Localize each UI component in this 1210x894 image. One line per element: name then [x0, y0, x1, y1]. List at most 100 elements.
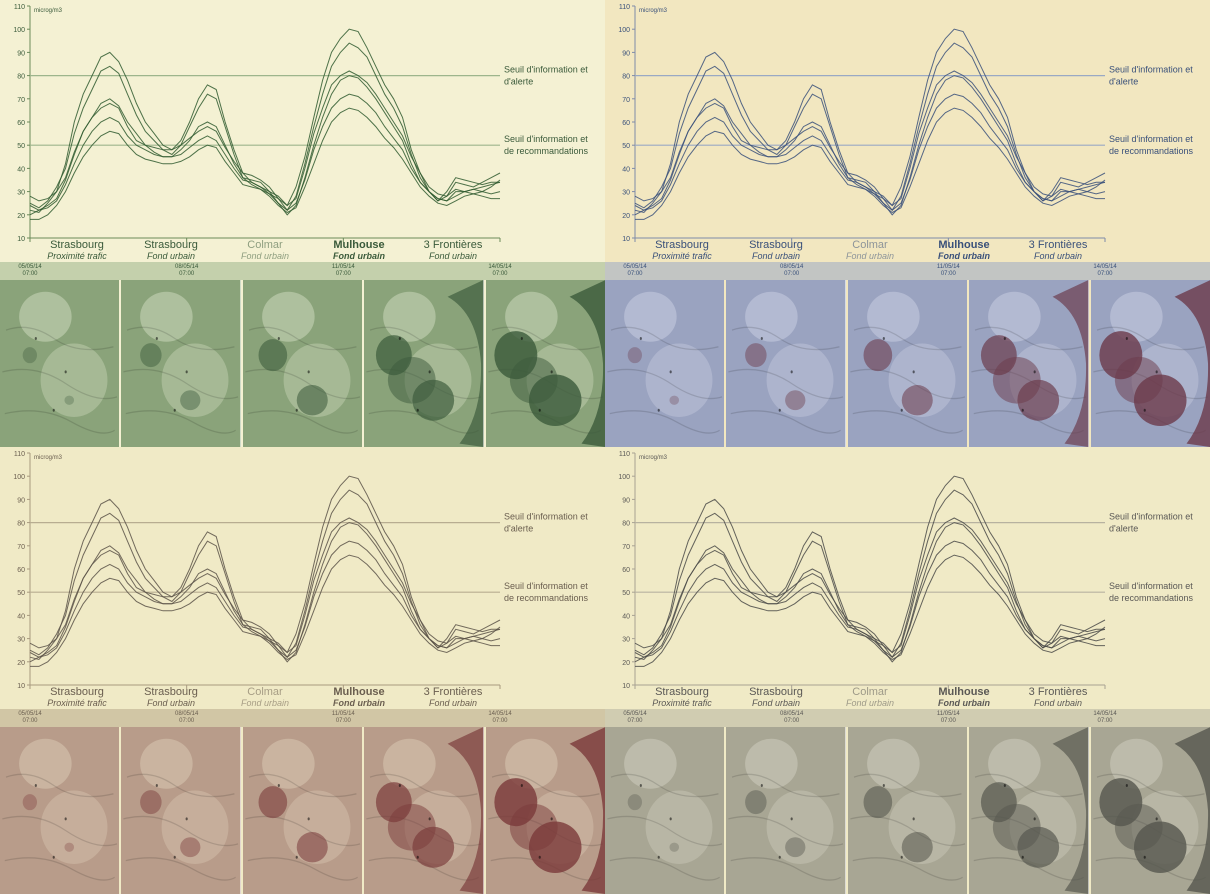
y-tick-label: 50: [622, 143, 630, 150]
map-tile: [605, 280, 726, 447]
maps-row-green: [0, 280, 605, 447]
x-tick-label-line2: 07:00: [1097, 718, 1113, 724]
unit-label: microg/m3: [34, 455, 63, 461]
station-name: 3 Frontières: [424, 686, 483, 698]
y-tick-label: 50: [622, 590, 630, 597]
y-tick-label: 100: [13, 474, 25, 481]
threshold-label: Seuil d'information et: [504, 512, 588, 522]
x-tick-label-line2: 07:00: [22, 271, 38, 277]
y-tick-label: 30: [622, 637, 630, 644]
y-tick-label: 70: [622, 544, 630, 551]
chart-panel-blue: 102030405060708090100110microg/m3Seuil d…: [605, 0, 1210, 280]
x-axis-strip: [605, 262, 1210, 280]
y-tick-label: 10: [622, 236, 630, 243]
station-name: Strasbourg: [749, 239, 803, 251]
x-axis-strip: [0, 709, 605, 727]
station-name: 3 Frontières: [1029, 239, 1088, 251]
map-tile: [243, 280, 364, 447]
chart-panel-gray: 102030405060708090100110microg/m3Seuil d…: [605, 447, 1210, 727]
chart-panel-green: 102030405060708090100110microg/m3Seuil d…: [0, 0, 605, 280]
map-tile: [1091, 280, 1210, 447]
y-tick-label: 80: [17, 74, 25, 81]
station-name: Strasbourg: [655, 686, 709, 698]
y-tick-label: 40: [622, 166, 630, 173]
y-tick-label: 40: [17, 166, 25, 173]
station-name: Strasbourg: [50, 239, 104, 251]
y-tick-label: 110: [14, 4, 25, 11]
map-tile: [364, 280, 485, 447]
x-tick-label: 14/05/14: [488, 264, 512, 270]
x-tick-label: 08/05/14: [175, 711, 199, 717]
x-tick-label: 05/05/14: [18, 711, 42, 717]
x-tick-label-line2: 07:00: [627, 718, 643, 724]
y-tick-label: 30: [17, 637, 25, 644]
y-tick-label: 20: [17, 660, 25, 667]
station-subtitle: Fond urbain: [147, 698, 195, 708]
x-tick-label: 08/05/14: [780, 264, 804, 270]
x-tick-label-line2: 07:00: [941, 718, 957, 724]
y-tick-label: 90: [17, 497, 25, 504]
station-name: Strasbourg: [50, 686, 104, 698]
station-subtitle: Fond urbain: [429, 251, 477, 261]
y-tick-label: 90: [622, 497, 630, 504]
x-tick-label-line2: 07:00: [179, 718, 195, 724]
y-tick-label: 30: [622, 190, 630, 197]
x-tick-label-line2: 07:00: [627, 271, 643, 277]
y-tick-label: 60: [622, 567, 630, 574]
x-axis-strip: [605, 709, 1210, 727]
threshold-label: Seuil d'information et: [1109, 134, 1193, 144]
threshold-label-line2: d'alerte: [1109, 77, 1138, 87]
y-tick-label: 10: [17, 236, 25, 243]
station-subtitle: Fond urbain: [429, 698, 477, 708]
x-tick-label-line2: 07:00: [784, 718, 800, 724]
station-name: Mulhouse: [333, 239, 384, 251]
y-tick-label: 110: [619, 4, 630, 11]
y-tick-label: 60: [17, 120, 25, 127]
map-tile: [1091, 727, 1210, 894]
maps-row-red: [0, 727, 605, 894]
station-subtitle: Fond urbain: [1034, 251, 1082, 261]
station-name: Strasbourg: [655, 239, 709, 251]
y-tick-label: 70: [17, 97, 25, 104]
station-name: Strasbourg: [144, 686, 198, 698]
station-name: Colmar: [247, 686, 283, 698]
maps-row-blue: [605, 280, 1210, 447]
threshold-label-line2: d'alerte: [504, 77, 533, 87]
station-subtitle: Fond urbain: [333, 698, 385, 708]
station-subtitle: Fond urbain: [938, 251, 990, 261]
threshold-label-line2: de recommandations: [504, 146, 589, 156]
station-subtitle: Proximité trafic: [652, 698, 712, 708]
y-tick-label: 70: [17, 544, 25, 551]
station-name: Strasbourg: [144, 239, 198, 251]
station-subtitle: Fond urbain: [938, 698, 990, 708]
x-tick-label-line2: 07:00: [492, 271, 508, 277]
x-tick-label: 14/05/14: [488, 711, 512, 717]
y-tick-label: 100: [13, 27, 25, 34]
x-tick-label-line2: 07:00: [1097, 271, 1113, 277]
map-tile: [121, 727, 242, 894]
x-tick-label-line2: 07:00: [784, 271, 800, 277]
y-tick-label: 20: [622, 213, 630, 220]
y-tick-label: 10: [17, 683, 25, 690]
station-subtitle: Proximité trafic: [47, 698, 107, 708]
x-tick-label: 08/05/14: [780, 711, 804, 717]
station-name: Colmar: [247, 239, 283, 251]
station-name: Strasbourg: [749, 686, 803, 698]
y-tick-label: 80: [17, 521, 25, 528]
station-subtitle: Fond urbain: [241, 251, 289, 261]
x-tick-label: 05/05/14: [18, 264, 42, 270]
map-tile: [726, 280, 847, 447]
station-name: 3 Frontières: [424, 239, 483, 251]
y-tick-label: 100: [618, 27, 630, 34]
map-tile: [848, 727, 969, 894]
map-tile: [605, 727, 726, 894]
x-tick-label: 11/05/14: [937, 711, 961, 717]
x-tick-label: 11/05/14: [332, 711, 356, 717]
y-tick-label: 110: [619, 451, 630, 458]
map-tile: [0, 280, 121, 447]
station-subtitle: Fond urbain: [241, 698, 289, 708]
y-tick-label: 20: [17, 213, 25, 220]
y-tick-label: 110: [14, 451, 25, 458]
station-subtitle: Fond urbain: [752, 251, 800, 261]
y-tick-label: 80: [622, 521, 630, 528]
